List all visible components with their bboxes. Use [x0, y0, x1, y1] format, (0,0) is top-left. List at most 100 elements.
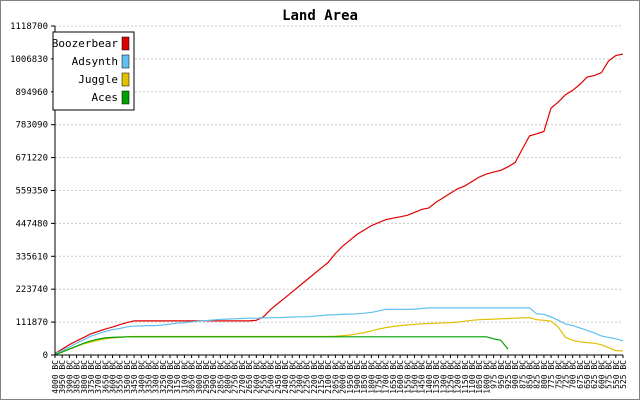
x-tick-label: 2650 BC	[245, 360, 254, 394]
x-tick-label: 3200 BC	[166, 360, 175, 394]
y-tick-label: 0	[43, 351, 48, 361]
x-tick-label: 1050 BC	[475, 360, 484, 394]
x-tick-label: 3050 BC	[188, 360, 197, 394]
series-line-juggle	[54, 317, 624, 355]
series-line-aces	[54, 336, 509, 356]
y-tick-label: 894960	[15, 88, 48, 98]
x-tick-label: 1900 BC	[353, 360, 362, 394]
x-tick-label: 575 BC	[605, 360, 614, 389]
legend-label-adsynth: Adsynth	[72, 55, 118, 68]
x-tick-label: 950 BC	[497, 360, 506, 389]
legend-swatch-boozerbear	[121, 36, 130, 51]
x-tick-label: 3350 BC	[144, 360, 153, 394]
x-tick-label: 3550 BC	[116, 360, 125, 394]
y-tick-label: 111870	[15, 318, 48, 328]
x-tick-label: 675 BC	[576, 360, 585, 389]
legend-label-aces: Aces	[92, 91, 119, 104]
grid-lines	[55, 25, 623, 323]
x-tick-label: 3450 BC	[130, 360, 139, 394]
x-tick-label: 2850 BC	[216, 360, 225, 394]
x-tick-label: 2000 BC	[339, 360, 348, 394]
x-tick-label: 2100 BC	[324, 360, 333, 394]
x-tick-label: 1000 BC	[482, 360, 491, 394]
x-tick-label: 3400 BC	[137, 360, 146, 394]
x-tick-label: 3700 BC	[94, 360, 103, 394]
series-line-boozerbear	[54, 53, 624, 355]
legend-label-juggle: Juggle	[78, 73, 118, 86]
x-tick-label: 2250 BC	[303, 360, 312, 394]
x-tick-label: 1200 BC	[454, 360, 463, 394]
x-tick-label: 2200 BC	[310, 360, 319, 394]
x-tick-label: 1600 BC	[396, 360, 405, 394]
x-tick-label: 1250 BC	[446, 360, 455, 394]
x-tick-label: 1350 BC	[432, 360, 441, 394]
x-tick-label: 1100 BC	[468, 360, 477, 394]
x-tick-label: 4000 BC	[51, 360, 60, 394]
x-tick-label: 1750 BC	[375, 360, 384, 394]
x-tick-label: 2150 BC	[317, 360, 326, 394]
x-tick-label: 1400 BC	[425, 360, 434, 394]
chart-title: Land Area	[282, 8, 358, 24]
legend-swatch-juggle	[121, 72, 130, 87]
x-tick-label: 1850 BC	[360, 360, 369, 394]
y-tick-label: 671220	[15, 154, 48, 164]
x-tick-label: 3000 BC	[195, 360, 204, 394]
x-tick-label: 1650 BC	[389, 360, 398, 394]
x-tick-label: 1300 BC	[439, 360, 448, 394]
x-tick-label: 2900 BC	[209, 360, 218, 394]
series-line-adsynth	[54, 307, 624, 355]
x-tick-label: 925 BC	[504, 360, 513, 389]
x-tick-label: 3600 BC	[109, 360, 118, 394]
x-tick-label: 2750 BC	[231, 360, 240, 394]
x-tick-label: 550 BC	[612, 360, 621, 389]
y-tick-label: 783090	[15, 121, 48, 131]
x-tick-label: 1700 BC	[382, 360, 391, 394]
x-tick-label: 750 BC	[554, 360, 563, 389]
x-tick-label: 700 BC	[569, 360, 578, 389]
y-tick-label: 1006830	[10, 55, 48, 65]
x-tick-label: 2800 BC	[224, 360, 233, 394]
x-tick-label: 3900 BC	[65, 360, 74, 394]
x-tick-label: 3300 BC	[152, 360, 161, 394]
x-tick-label: 1450 BC	[418, 360, 427, 394]
x-tick-label: 1950 BC	[346, 360, 355, 394]
x-tick-label: 2700 BC	[238, 360, 247, 394]
x-tick-label: 1150 BC	[461, 360, 470, 394]
x-tick-label: 2350 BC	[288, 360, 297, 394]
x-tick-label: 800 BC	[540, 360, 549, 389]
x-tick-label: 600 BC	[597, 360, 606, 389]
y-tick-label: 559350	[15, 187, 48, 197]
x-tick-label: 725 BC	[561, 360, 570, 389]
x-tick-label: 1500 BC	[410, 360, 419, 394]
legend-label-boozerbear: Boozerbear	[52, 37, 119, 50]
x-tick-label: 650 BC	[583, 360, 592, 389]
x-tick-label: 2050 BC	[331, 360, 340, 394]
legend-swatch-adsynth	[121, 54, 130, 69]
x-tick-label: 2400 BC	[281, 360, 290, 394]
legend-swatch-aces	[121, 90, 130, 105]
x-tick-label: 3100 BC	[180, 360, 189, 394]
x-tick-label: 3150 BC	[173, 360, 182, 394]
x-tick-label: 875 BC	[518, 360, 527, 389]
legend-box	[52, 31, 135, 111]
series-lines	[54, 53, 624, 356]
x-tick-label: 900 BC	[511, 360, 520, 389]
x-tick-label: 775 BC	[547, 360, 556, 389]
x-tick-label: 625 BC	[590, 360, 599, 389]
x-tick-label: 3850 BC	[73, 360, 82, 394]
y-tick-label: 1118700	[10, 22, 48, 32]
x-tick-label: 825 BC	[533, 360, 542, 389]
x-tick-label: 3950 BC	[58, 360, 67, 394]
x-tick-label: 1800 BC	[367, 360, 376, 394]
x-tick-label: 2500 BC	[267, 360, 276, 394]
y-tick-label: 335610	[15, 252, 48, 262]
x-tick-label: 2550 BC	[260, 360, 269, 394]
x-tick-label: 3750 BC	[87, 360, 96, 394]
x-tick-label: 3800 BC	[80, 360, 89, 394]
y-tick-label: 447480	[15, 219, 48, 229]
x-tick-label: 850 BC	[526, 360, 535, 389]
x-tick-label: 2600 BC	[252, 360, 261, 394]
